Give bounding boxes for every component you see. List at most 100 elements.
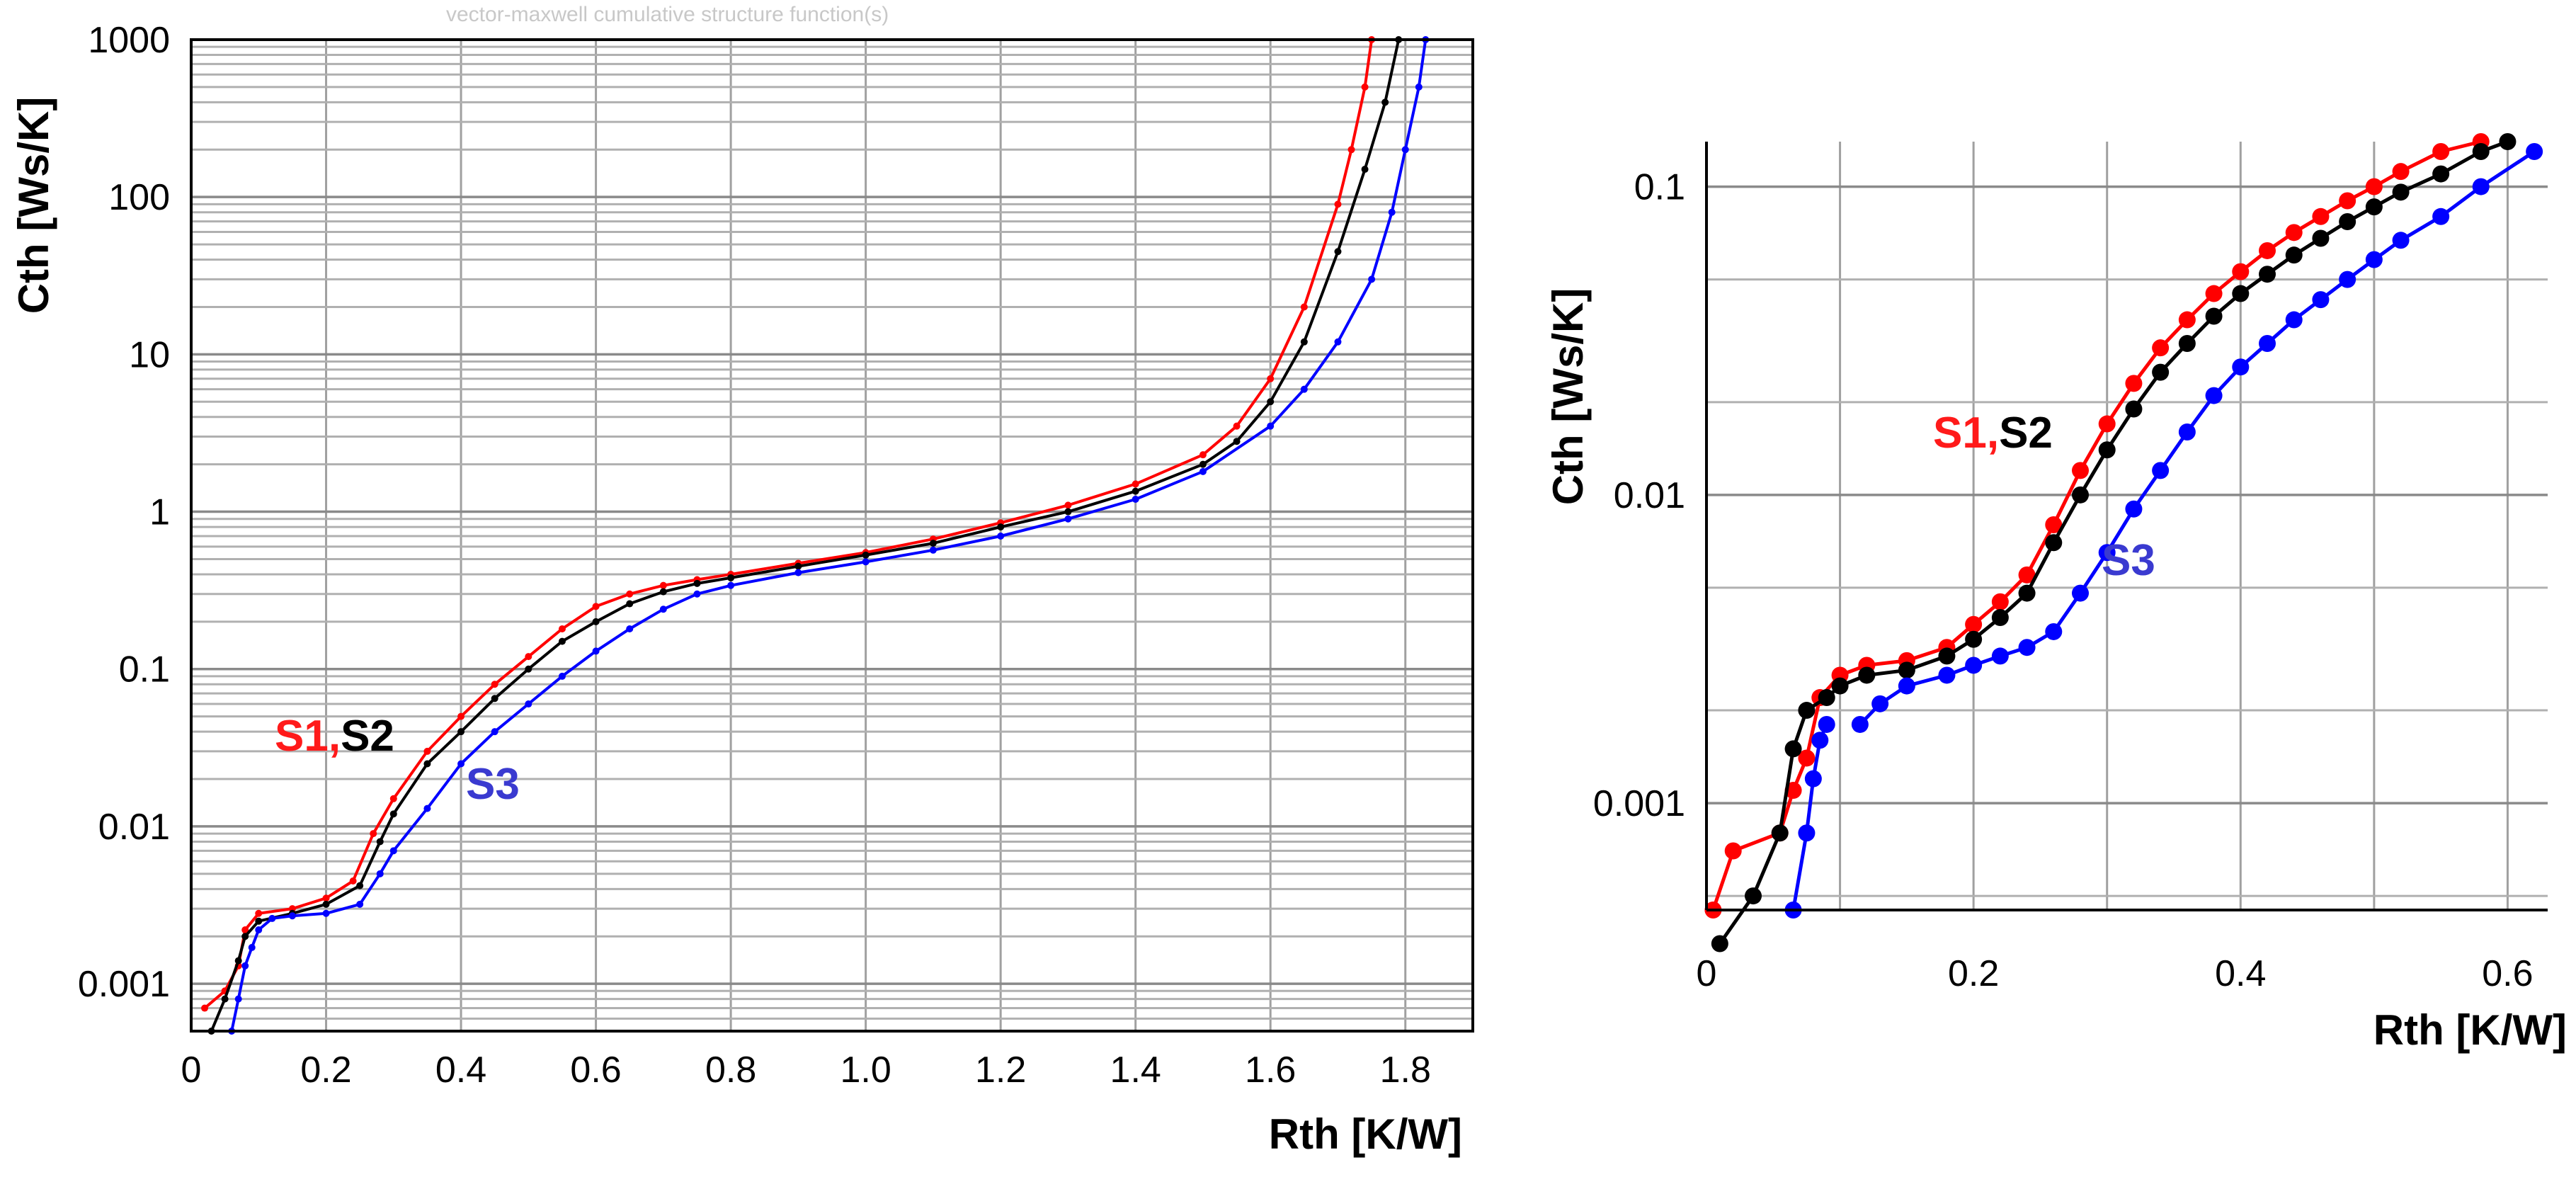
data-point-s2 xyxy=(862,551,870,559)
x-tick-label: 0 xyxy=(181,1050,202,1091)
annotation-s3: S3 xyxy=(2102,536,2155,585)
data-point-s2 xyxy=(2232,285,2250,302)
data-point-s3 xyxy=(255,926,263,934)
data-point-s1 xyxy=(2045,516,2063,534)
annotation-s1: S1, xyxy=(1933,409,1999,457)
chart-right: 0 0.2 0.4 0.6 0.001 0.01 0.1 Rth [K/W] Cth [Ws/K… xyxy=(1544,133,2567,1054)
y-tick-label: 0.1 xyxy=(119,649,170,690)
data-point-s1 xyxy=(1361,83,1369,91)
data-point-s1 xyxy=(370,830,377,838)
data-point-s3 xyxy=(1064,515,1072,523)
data-point-s2 xyxy=(322,900,330,908)
data-point-s1 xyxy=(2365,178,2383,195)
data-point-s2 xyxy=(693,579,701,587)
data-point-s1 xyxy=(2098,415,2116,433)
y-tick-label: 0.001 xyxy=(78,964,170,1005)
data-point-s1 xyxy=(2018,566,2036,584)
data-point-s1 xyxy=(2285,224,2303,241)
data-point-s3 xyxy=(1898,677,1915,695)
series-s1-0 xyxy=(201,36,1376,1012)
data-point-s3 xyxy=(558,672,566,680)
data-point-s3 xyxy=(2365,251,2383,268)
data-point-s3 xyxy=(1871,695,1889,712)
y-axis-label: Cth [Ws/K] xyxy=(1544,288,1592,506)
x-axis-label: Rth [K/W] xyxy=(1269,1110,1462,1158)
series-s2-1 xyxy=(1711,133,2517,953)
data-point-s3 xyxy=(2045,622,2063,640)
y-tick-label: 0.01 xyxy=(98,807,170,848)
y-tick-label: 100 xyxy=(108,177,170,218)
data-point-s1 xyxy=(2125,375,2143,392)
series-line-s1 xyxy=(203,39,1374,1010)
data-point-s2 xyxy=(997,523,1005,531)
data-point-s2 xyxy=(255,917,263,925)
data-point-s3 xyxy=(234,995,242,1003)
data-point-s2 xyxy=(2018,584,2036,602)
data-point-s2 xyxy=(1858,666,1876,684)
y-tick-label: 1 xyxy=(149,492,170,533)
data-point-s1 xyxy=(1334,200,1342,208)
data-point-s2 xyxy=(1334,248,1342,256)
data-point-s1 xyxy=(2232,263,2250,280)
data-point-s3 xyxy=(2205,387,2223,404)
data-point-s3 xyxy=(693,590,701,598)
data-point-s2 xyxy=(1991,609,2009,627)
data-point-s2 xyxy=(2045,534,2063,552)
data-point-s2 xyxy=(2499,133,2517,150)
data-point-s2 xyxy=(491,695,498,703)
x-tick-label: 0.2 xyxy=(300,1050,351,1091)
annotation-s1-s2: S1,S2 xyxy=(1933,409,2053,457)
data-point-s3 xyxy=(2259,334,2276,352)
data-point-s1 xyxy=(1199,451,1207,459)
data-point-s1 xyxy=(1300,303,1308,311)
data-point-s2 xyxy=(1300,338,1308,346)
data-point-s2 xyxy=(2365,198,2383,216)
data-point-s3 xyxy=(1368,275,1376,283)
data-point-s3 xyxy=(1334,338,1342,346)
data-point-s3 xyxy=(1965,656,1983,674)
data-point-s1 xyxy=(322,894,330,902)
data-point-s2 xyxy=(1831,677,1849,695)
data-point-s3 xyxy=(929,546,937,554)
plot-frame xyxy=(190,38,1474,1033)
data-point-s1 xyxy=(2152,339,2170,357)
data-point-s1 xyxy=(2205,285,2223,302)
data-point-s3 xyxy=(997,532,1005,540)
x-tick-label: 0.8 xyxy=(705,1050,756,1091)
data-point-s1 xyxy=(1267,375,1275,382)
data-point-s1 xyxy=(592,603,600,610)
y-axis-label: Cth [Ws/K] xyxy=(10,97,57,314)
data-point-s2 xyxy=(1233,438,1241,445)
data-point-s2 xyxy=(1898,661,1915,679)
plot-area xyxy=(1706,142,2548,910)
data-point-s3 xyxy=(376,870,384,877)
annotation-s2: S2 xyxy=(341,712,394,761)
data-point-s1 xyxy=(2072,462,2089,479)
data-point-s2 xyxy=(929,540,937,547)
x-tick-label: 1.0 xyxy=(840,1050,891,1091)
data-point-s2 xyxy=(2205,307,2223,325)
data-point-s2 xyxy=(2339,213,2356,231)
data-point-s2 xyxy=(1132,487,1139,495)
data-point-s1 xyxy=(1965,615,1983,633)
data-point-s2 xyxy=(659,588,667,596)
data-point-s2 xyxy=(1267,398,1275,406)
data-point-s3 xyxy=(1132,495,1139,503)
data-point-s3 xyxy=(248,943,256,951)
x-tick-label: 0.6 xyxy=(2482,953,2533,994)
data-point-s1 xyxy=(525,653,532,661)
data-point-s2 xyxy=(592,618,600,625)
annotation-s3: S3 xyxy=(466,760,520,809)
x-tick-label: 1.2 xyxy=(975,1050,1026,1091)
faint-title: vector-maxwell cumulative structure func… xyxy=(446,3,889,26)
data-point-s1 xyxy=(491,681,498,688)
data-point-s3 xyxy=(1804,770,1822,787)
x-tick-label: 0.6 xyxy=(570,1050,621,1091)
data-point-s2 xyxy=(2098,441,2116,459)
data-point-s2 xyxy=(1771,824,1789,842)
data-point-s3 xyxy=(356,900,364,908)
data-point-s1 xyxy=(255,909,263,917)
data-point-s3 xyxy=(2312,291,2330,309)
data-point-s1 xyxy=(2178,311,2196,329)
data-point-s2 xyxy=(2432,165,2450,183)
